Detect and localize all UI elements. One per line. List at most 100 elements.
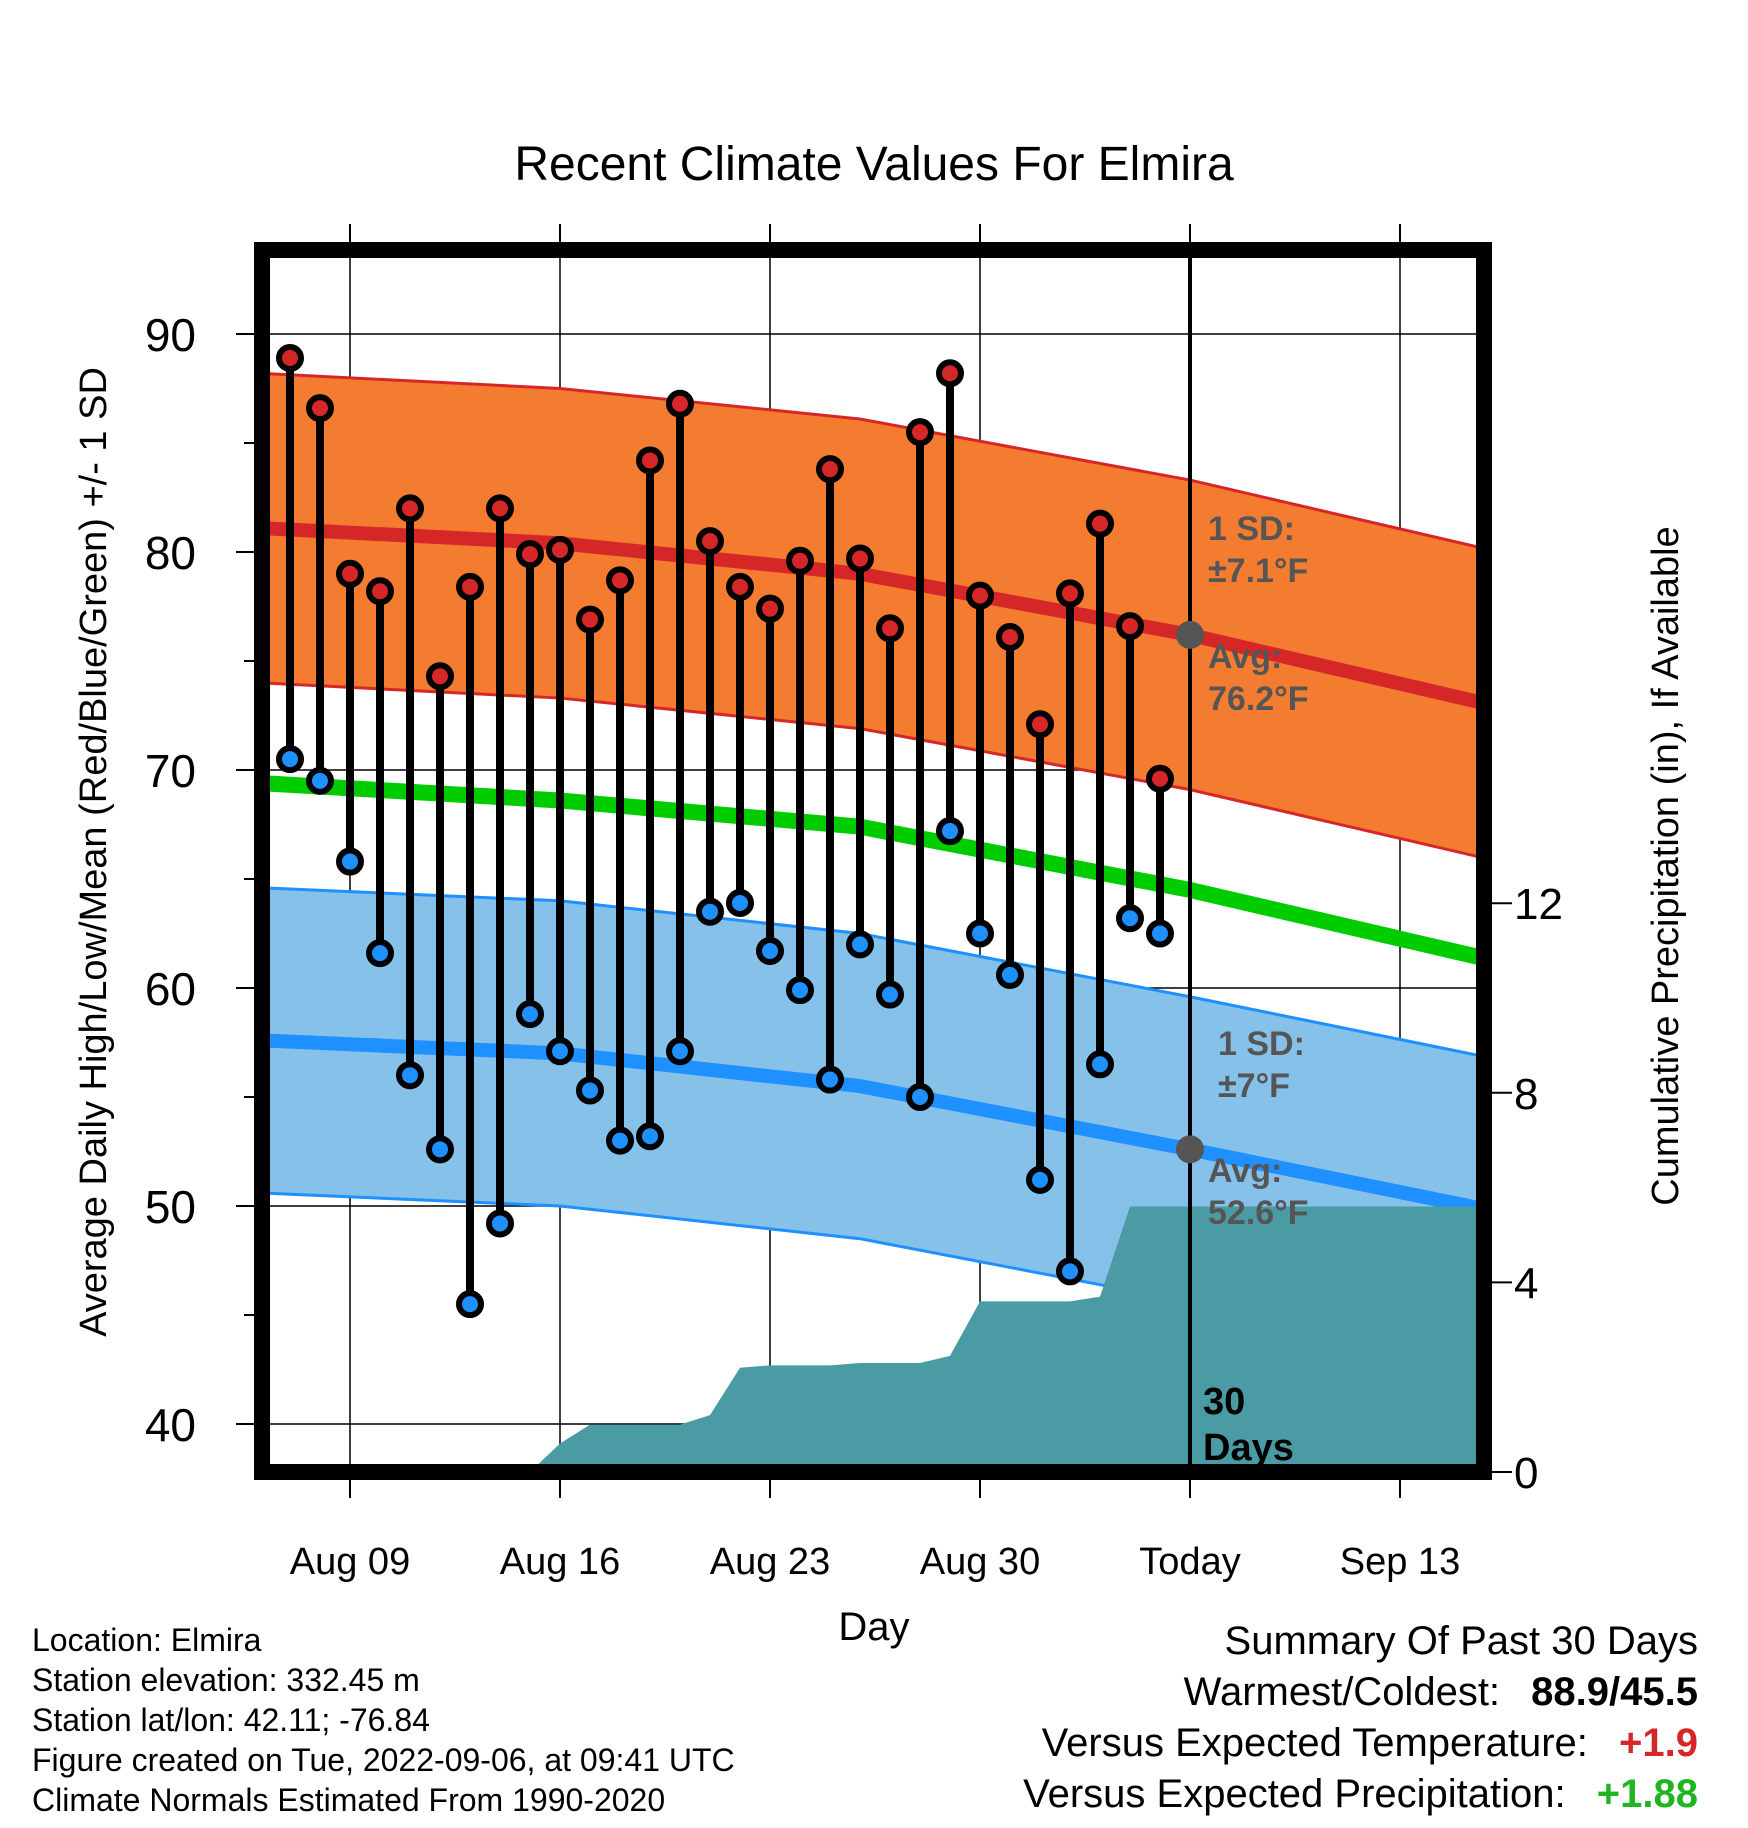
daily-low-point xyxy=(726,888,754,917)
high-sd-label: 1 SD: xyxy=(1208,510,1295,548)
daily-high-point xyxy=(1146,764,1174,793)
daily-low-point xyxy=(876,980,904,1009)
x-axis-label: Day xyxy=(838,1605,909,1649)
x-tick-label: Aug 16 xyxy=(500,1541,620,1583)
today-high-avg-marker xyxy=(1176,620,1204,649)
daily-low-point xyxy=(606,1126,634,1155)
daily-low-point xyxy=(1026,1165,1054,1194)
daily-low-point xyxy=(636,1122,664,1151)
days-number: 30 xyxy=(1203,1381,1245,1423)
today-low-avg-marker xyxy=(1176,1135,1204,1164)
y2-axis-label: Cumulative Precipitation (in), If Availa… xyxy=(1645,526,1687,1205)
y2-tick-label: 0 xyxy=(1514,1449,1538,1498)
daily-low-point xyxy=(786,976,814,1005)
y-tick-label: 50 xyxy=(145,1181,196,1233)
latlon-text: Station lat/lon: 42.11; -76.84 xyxy=(32,1702,430,1738)
daily-high-point xyxy=(396,494,424,523)
daily-high-point xyxy=(426,662,454,691)
daily-high-point xyxy=(516,540,544,569)
daily-high-point xyxy=(786,546,814,575)
daily-low-point xyxy=(546,1037,574,1066)
daily-low-point xyxy=(1116,904,1144,933)
daily-high-point xyxy=(336,559,364,588)
station-info: Location: Elmira Station elevation: 332.… xyxy=(32,1620,932,1820)
daily-low-point xyxy=(366,939,394,968)
daily-high-point xyxy=(666,389,694,418)
summary-warm-cold-row: Warmest/Coldest: 88.9/45.5 xyxy=(798,1667,1698,1718)
precip-label: Versus Expected Precipitation: xyxy=(1023,1772,1566,1816)
daily-high-point xyxy=(996,623,1024,652)
daily-low-point xyxy=(576,1076,604,1105)
daily-high-point xyxy=(546,535,574,564)
daily-high-point xyxy=(1116,612,1144,641)
daily-low-point xyxy=(846,930,874,959)
daily-low-point xyxy=(936,817,964,846)
daily-low-point xyxy=(906,1083,934,1111)
summary-precip-row: Versus Expected Precipitation: +1.88 xyxy=(798,1769,1698,1820)
daily-high-point xyxy=(606,566,634,595)
y2-tick-label: 12 xyxy=(1514,880,1563,929)
y-tick-label: 60 xyxy=(145,963,196,1015)
daily-high-point xyxy=(726,572,754,601)
daily-high-point xyxy=(486,494,514,523)
summary-temp-row: Versus Expected Temperature: +1.9 xyxy=(798,1718,1698,1769)
daily-low-point xyxy=(486,1209,514,1238)
daily-high-point xyxy=(306,394,334,423)
daily-low-point xyxy=(756,936,784,965)
daily-low-point xyxy=(396,1061,424,1090)
daily-low-point xyxy=(276,745,304,774)
x-tick-label: Aug 09 xyxy=(290,1541,410,1583)
precip-area xyxy=(470,1206,1484,1472)
high-avg-value: 76.2°F xyxy=(1208,680,1309,718)
daily-low-point xyxy=(1086,1050,1114,1079)
chart-title: Recent Climate Values For Elmira xyxy=(514,138,1234,191)
high-sd-upper-line xyxy=(262,371,1484,550)
daily-high-point xyxy=(276,343,304,372)
location-text: Location: Elmira xyxy=(32,1622,262,1658)
low-sd-label: 1 SD: xyxy=(1218,1025,1305,1063)
daily-low-point xyxy=(816,1065,844,1094)
temp-value: +1.9 xyxy=(1619,1721,1698,1765)
daily-low-point xyxy=(456,1290,484,1319)
daily-low-point xyxy=(666,1037,694,1066)
precip-value: +1.88 xyxy=(1596,1772,1698,1816)
summary-title: Summary Of Past 30 Days xyxy=(1224,1619,1698,1663)
temp-label: Versus Expected Temperature: xyxy=(1041,1721,1588,1765)
high-avg-label: Avg: xyxy=(1208,638,1282,676)
x-tick-label: Today xyxy=(1139,1541,1240,1583)
daily-high-point xyxy=(876,614,904,643)
daily-low-point xyxy=(696,897,724,926)
daily-high-point xyxy=(1026,710,1054,739)
daily-high-point xyxy=(636,446,664,475)
plot-area: 1 SD: ±7.1°F Avg: 76.2°F 1 SD: ±7°F Avg: 52.6°F… xyxy=(145,224,1563,1583)
daily-low-point xyxy=(336,847,364,876)
daily-low-point xyxy=(1056,1257,1084,1286)
elevation-text: Station elevation: 332.45 m xyxy=(32,1662,420,1698)
y-tick-label: 40 xyxy=(145,1399,196,1451)
daily-low-point xyxy=(426,1135,454,1164)
plot-frame xyxy=(254,242,1492,1480)
low-avg-label: Avg: xyxy=(1208,1152,1282,1190)
y-tick-label: 80 xyxy=(145,527,196,579)
warm-cold-label: Warmest/Coldest: xyxy=(1183,1670,1501,1714)
daily-high-point xyxy=(576,605,604,634)
plot-inner: 1 SD: ±7.1°F Avg: 76.2°F 1 SD: ±7°F Avg: 52.6°F… xyxy=(262,250,1484,1472)
daily-low-point xyxy=(966,919,994,948)
daily-high-point xyxy=(906,418,934,447)
high-sd-band xyxy=(262,373,1484,858)
daily-high-point xyxy=(696,527,724,556)
high-sd-value: ±7.1°F xyxy=(1208,552,1308,590)
daily-high-point xyxy=(936,359,964,388)
x-tick-label: Aug 30 xyxy=(920,1541,1040,1583)
y-axis-label: Average Daily High/Low/Mean (Red/Blue/Gr… xyxy=(73,367,115,1337)
x-tick-label: Sep 13 xyxy=(1340,1541,1460,1583)
daily-low-point xyxy=(1146,919,1174,948)
created-text: Figure created on Tue, 2022-09-06, at 09… xyxy=(32,1742,735,1778)
days-word: Days xyxy=(1203,1427,1294,1469)
low-avg-value: 52.6°F xyxy=(1208,1194,1309,1232)
daily-high-point xyxy=(1086,509,1114,538)
normal-low-line xyxy=(262,1033,1484,1217)
daily-low-point xyxy=(306,766,334,795)
y2-tick-label: 8 xyxy=(1514,1070,1538,1119)
